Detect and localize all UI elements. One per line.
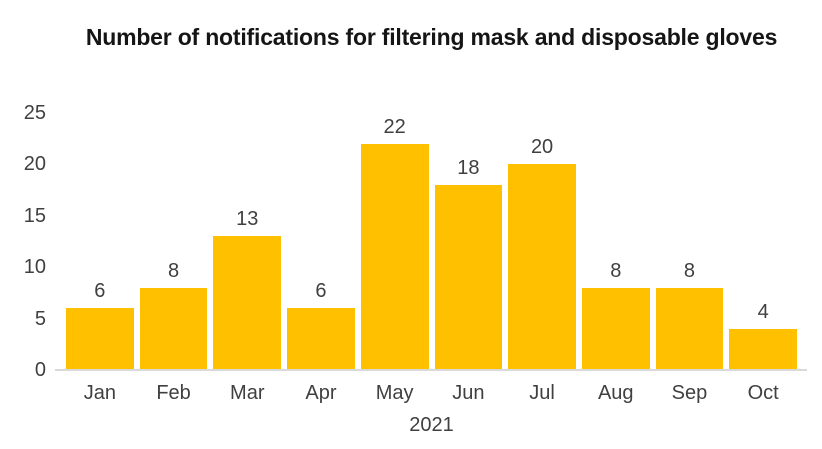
bar: [139, 288, 208, 370]
x-axis: Jan Feb Mar Apr May Jun Jul Aug Sep Oct: [63, 381, 800, 405]
bar: [287, 308, 355, 370]
chart-title: Number of notifications for filtering ma…: [85, 24, 778, 50]
bar-value-label: 22: [383, 116, 406, 138]
y-tick-label: 20: [23, 153, 46, 176]
x-axis-title: 2021: [409, 414, 454, 436]
y-tick-label: 15: [23, 204, 46, 227]
y-tick-label: 0: [34, 359, 46, 381]
bar: [508, 164, 576, 370]
bar-value-label: 20: [530, 136, 554, 158]
bar: [66, 308, 134, 370]
x-tick-label: Sep: [671, 382, 708, 404]
bar-slot: 20: [505, 113, 579, 370]
bar-value-label: 6: [315, 280, 327, 302]
bar-slot: 8: [579, 113, 653, 370]
x-tick-label: Apr: [305, 382, 337, 404]
x-tick-label: Feb: [156, 382, 191, 404]
bar-slot: 13: [210, 113, 284, 370]
y-tick-label: 5: [34, 307, 46, 330]
x-axis-line: [55, 369, 807, 371]
bar-value-label: 6: [94, 280, 106, 302]
bar-slot: 8: [653, 113, 727, 370]
x-tick-label: May: [375, 382, 414, 404]
bar-value-label: 8: [167, 260, 180, 282]
bar: [581, 288, 650, 370]
bar-value-label: 18: [457, 157, 480, 179]
y-tick-label: 10: [23, 256, 46, 279]
x-tick-label: Jan: [83, 382, 116, 404]
y-axis: 0 5 10 15 20 25: [0, 102, 46, 381]
x-tick-label: Aug: [597, 382, 634, 404]
x-tick-label: Mar: [230, 382, 265, 404]
y-tick-label: 25: [23, 102, 46, 124]
bar: [434, 185, 503, 370]
bar: [360, 144, 429, 370]
bar-value-label: 8: [683, 260, 696, 282]
bar-slot: 8: [137, 113, 211, 370]
bar: [729, 329, 798, 370]
bar-slot: 18: [432, 113, 506, 370]
x-tick-label: Jul: [529, 382, 555, 404]
bar-slot: 4: [726, 113, 800, 370]
bar-value-label: 8: [610, 260, 622, 282]
plot-area: 6 8 13 6 22 18 20 8 8 4: [63, 113, 800, 370]
x-tick-label: Oct: [747, 382, 779, 404]
bar-slot: 6: [63, 113, 137, 370]
bar: [655, 288, 724, 370]
x-tick-label: Jun: [452, 382, 485, 404]
bar: [213, 236, 282, 370]
bar-slot: 6: [284, 113, 358, 370]
bar-slot: 22: [358, 113, 432, 370]
bar-value-label: 13: [236, 208, 259, 230]
bar-value-label: 4: [757, 301, 769, 323]
